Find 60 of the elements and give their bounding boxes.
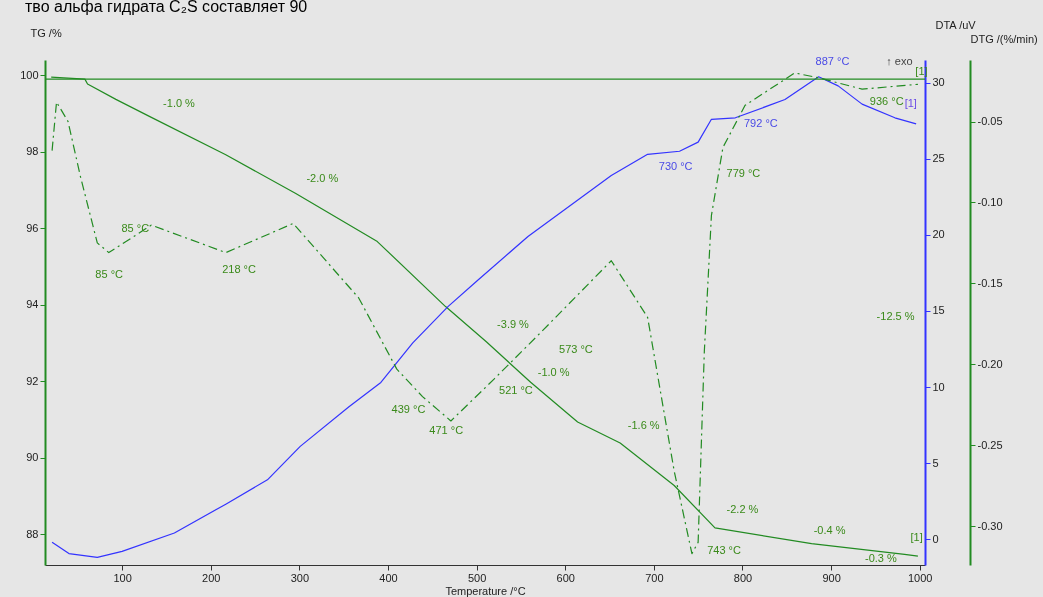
annotation: 730 °C <box>658 159 693 172</box>
x-tick-label: 900 <box>822 571 841 584</box>
annotation: -1.0 % <box>537 365 570 378</box>
x-tick-label: 800 <box>733 571 753 584</box>
y2-tick-label: 0 <box>932 532 939 545</box>
x-tick-label: 600 <box>556 571 575 584</box>
annotation: -12.5 % <box>876 309 915 322</box>
annotation: 743 °C <box>707 543 741 556</box>
y3-tick-label: -0.25 <box>977 438 1003 451</box>
y2-tick-label: 5 <box>932 456 939 469</box>
y2-tick-label: 20 <box>932 228 945 241</box>
y2-tick-label: 15 <box>932 304 945 317</box>
x-tick-label: 300 <box>290 571 310 584</box>
annotation: 887 °C <box>815 54 850 67</box>
x-tick-label: 200 <box>202 571 221 584</box>
x-tick-label: 700 <box>645 571 664 584</box>
annotation: -2.2 % <box>726 503 759 516</box>
y3-tick-label: -0.30 <box>977 519 1003 532</box>
annotation: -0.4 % <box>813 524 846 537</box>
y3-tick-label: -0.15 <box>977 276 1003 289</box>
annotation: -1.0 % <box>163 97 196 110</box>
y2-tick-label: 10 <box>932 380 945 393</box>
annotation: -0.3 % <box>864 552 897 565</box>
y3-tick-label: -0.05 <box>977 115 1003 128</box>
annotation: [1] <box>904 97 917 110</box>
y-tick-label: 88 <box>26 527 39 540</box>
y3-tick-label: -0.10 <box>977 195 1003 208</box>
annotation: 936 °C <box>869 95 904 108</box>
annotation: 573 °C <box>559 342 593 355</box>
y-tick-label: 92 <box>26 374 39 387</box>
chart-title: тво альфа гидрата C₂S составляет 90 <box>25 0 308 15</box>
annotation: 85 °C <box>95 268 124 281</box>
y-tick-label: 96 <box>26 221 39 234</box>
x-tick-label: 1000 <box>907 571 933 584</box>
x-tick-label: 400 <box>379 571 398 584</box>
annotation: 439 °C <box>391 403 426 416</box>
y-tick-label: 90 <box>26 451 39 464</box>
annotation: 792 °C <box>743 117 778 130</box>
annotation: -3.9 % <box>497 317 530 330</box>
x-tick-label: 100 <box>113 571 132 584</box>
y2-tick-label: 25 <box>932 152 945 165</box>
x-axis-title: Temperature /°C <box>445 584 526 597</box>
annotation: -1.6 % <box>627 419 660 432</box>
x-tick-label: 500 <box>467 571 487 584</box>
annotation: 521 °C <box>499 383 533 396</box>
annotation: 218 °C <box>222 262 256 275</box>
y2-tick-label: 30 <box>932 76 945 89</box>
annotation: 779 °C <box>726 166 761 179</box>
annotation: 85 °C <box>121 222 150 235</box>
y-axis-title: TG /% <box>30 26 62 39</box>
annotation: [1] <box>910 531 923 544</box>
annotation: -2.0 % <box>306 172 339 185</box>
y-tick-label: 94 <box>26 298 39 311</box>
y-tick-label: 100 <box>20 68 39 81</box>
y2-axis-title: DTA /uV <box>935 18 977 31</box>
annotation: 471 °C <box>429 424 464 437</box>
y3-tick-label: -0.20 <box>977 357 1003 370</box>
y-tick-label: 98 <box>26 145 39 158</box>
y3-axis-title: DTG /(%/min) <box>970 32 1038 45</box>
annotation: ↑ exo <box>886 54 913 67</box>
